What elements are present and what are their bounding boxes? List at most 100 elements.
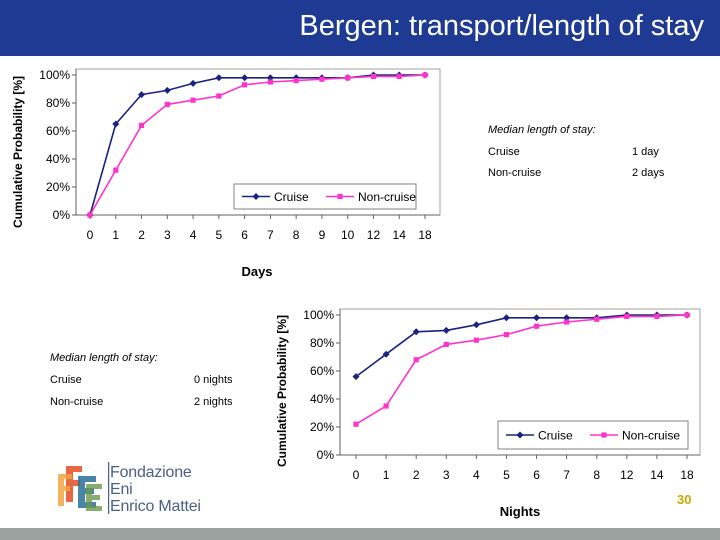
days-x-tick-label: 18 xyxy=(418,228,432,242)
nights-point-noncruise xyxy=(443,341,449,347)
nights-point-noncruise xyxy=(503,332,510,338)
nights-point-noncruise xyxy=(383,403,389,409)
days-x-tick-label: 10 xyxy=(341,228,355,242)
nights-legend-marker-cruise xyxy=(516,431,524,439)
days-point-noncruise xyxy=(242,82,248,88)
nights-x-tick-label: 2 xyxy=(413,468,420,482)
days-x-tick-label: 2 xyxy=(138,228,145,242)
days-y-axis-label: Cumulative Probability [%] xyxy=(11,76,25,228)
nights-x-tick-label: 1 xyxy=(383,468,390,482)
median-heading-top: Median length of stay: xyxy=(488,124,596,136)
days-point-noncruise xyxy=(319,76,325,82)
days-point-noncruise xyxy=(87,212,93,218)
days-x-axis-label: Days xyxy=(241,264,272,279)
nights-y-tick-label: 80% xyxy=(310,336,334,350)
bottom-strip xyxy=(0,528,720,540)
days-point-cruise xyxy=(241,74,249,82)
days-x-tick-label: 4 xyxy=(190,228,197,242)
nights-x-axis-label: Nights xyxy=(500,504,540,519)
median-label-noncruise-top: Non-cruise xyxy=(488,167,542,179)
nights-point-cruise xyxy=(412,328,420,336)
nights-point-noncruise xyxy=(473,337,479,343)
nights-point-cruise xyxy=(352,373,360,381)
days-legend-label-noncruise: Non-cruise xyxy=(358,190,416,204)
days-point-noncruise xyxy=(345,75,351,81)
days-point-cruise xyxy=(215,74,223,82)
days-point-noncruise xyxy=(293,78,299,84)
days-x-tick-label: 0 xyxy=(87,228,94,242)
nights-x-tick-label: 8 xyxy=(593,468,600,482)
nights-point-noncruise xyxy=(413,357,419,363)
median-value-noncruise-bottom: 2 nights xyxy=(194,396,233,408)
days-point-cruise xyxy=(112,120,120,128)
days-point-cruise xyxy=(138,91,146,99)
title-bar: Bergen: transport/length of stay xyxy=(0,0,720,56)
median-value-cruise-bottom: 0 nights xyxy=(194,374,233,386)
days-y-tick-label: 100% xyxy=(39,68,70,82)
days-legend-label-cruise: Cruise xyxy=(274,190,309,204)
days-y-tick-label: 20% xyxy=(46,180,70,194)
nights-x-tick-label: 4 xyxy=(473,468,480,482)
nights-point-noncruise xyxy=(594,316,600,322)
days-point-noncruise xyxy=(396,73,402,79)
nights-x-tick-label: 7 xyxy=(563,468,570,482)
nights-point-noncruise xyxy=(353,421,359,427)
nights-point-cruise xyxy=(533,314,541,322)
days-x-tick-label: 8 xyxy=(293,228,300,242)
median-value-cruise-top: 1 day xyxy=(632,146,659,158)
days-point-noncruise xyxy=(113,167,119,173)
days-point-noncruise xyxy=(267,79,273,85)
nights-legend-label-noncruise: Non-cruise xyxy=(622,429,680,443)
slide-title: Bergen: transport/length of stay xyxy=(299,10,704,42)
days-x-tick-label: 14 xyxy=(393,228,407,242)
days-x-tick-label: 3 xyxy=(164,228,171,242)
days-point-noncruise xyxy=(216,93,222,99)
nights-legend-marker-noncruise xyxy=(601,432,607,438)
page-number: 30 xyxy=(677,492,692,507)
nights-point-cruise xyxy=(502,314,510,322)
days-x-tick-label: 9 xyxy=(319,228,326,242)
days-point-noncruise xyxy=(138,122,145,128)
days-point-noncruise xyxy=(422,72,428,78)
nights-x-tick-label: 14 xyxy=(650,468,664,482)
days-series-line-noncruise xyxy=(89,74,426,216)
days-x-tick-label: 1 xyxy=(112,228,119,242)
nights-point-noncruise xyxy=(654,313,660,319)
days-legend-marker-cruise xyxy=(252,193,260,200)
nights-x-tick-label: 5 xyxy=(503,468,510,482)
median-value-noncruise-top: 2 days xyxy=(632,167,665,179)
logo-line-3: Enrico Mattei xyxy=(110,498,201,515)
days-x-tick-label: 6 xyxy=(241,228,248,242)
nights-y-tick-label: 0% xyxy=(317,448,335,462)
nights-legend-label-cruise: Cruise xyxy=(538,429,573,443)
nights-x-tick-label: 12 xyxy=(620,468,634,482)
days-point-noncruise xyxy=(190,97,196,103)
nights-point-noncruise xyxy=(624,313,630,319)
nights-x-tick-label: 6 xyxy=(533,468,540,482)
median-heading-bottom: Median length of stay: xyxy=(50,352,158,364)
nights-series-line-noncruise xyxy=(355,314,688,425)
nights-point-noncruise xyxy=(684,312,690,318)
days-x-tick-label: 5 xyxy=(216,228,223,242)
days-y-tick-label: 60% xyxy=(46,124,70,138)
days-point-cruise xyxy=(163,86,171,94)
days-y-tick-label: 0% xyxy=(53,208,71,222)
nights-y-axis-label: Cumulative Probability [%] xyxy=(275,315,289,467)
logo-line-2: Eni xyxy=(110,481,133,498)
nights-x-tick-label: 18 xyxy=(680,468,694,482)
nights-point-cruise xyxy=(472,321,480,329)
median-label-cruise-bottom: Cruise xyxy=(50,374,82,386)
median-label-cruise-top: Cruise xyxy=(488,146,520,158)
nights-point-cruise xyxy=(382,350,390,358)
days-x-tick-label: 12 xyxy=(367,228,381,242)
nights-point-noncruise xyxy=(533,323,540,329)
median-label-noncruise-bottom: Non-cruise xyxy=(50,396,104,408)
nights-series-line-cruise xyxy=(355,314,687,378)
nights-x-tick-label: 3 xyxy=(443,468,450,482)
nights-y-tick-label: 60% xyxy=(310,364,334,378)
days-series-line-cruise xyxy=(89,74,425,216)
days-point-noncruise xyxy=(164,101,170,107)
days-legend-marker-noncruise xyxy=(337,193,343,200)
